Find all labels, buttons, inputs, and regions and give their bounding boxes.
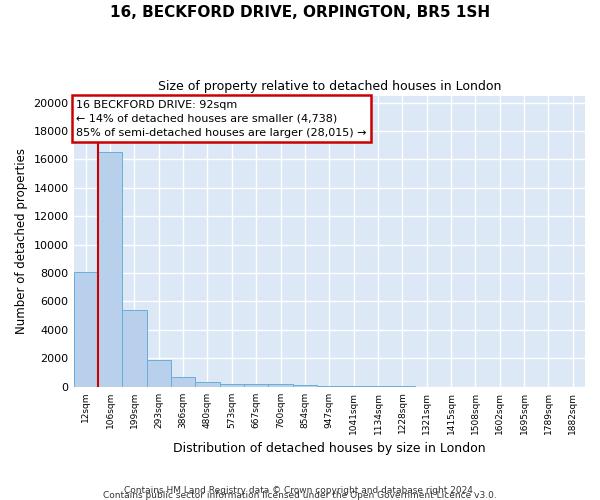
Bar [74,272,98,386]
Bar [220,384,244,386]
X-axis label: Distribution of detached houses by size in London: Distribution of detached houses by size … [173,442,485,455]
Bar [268,384,293,386]
Bar [171,376,196,386]
Bar [293,385,317,386]
Bar [244,384,268,386]
Bar [98,152,122,386]
Text: 16, BECKFORD DRIVE, ORPINGTON, BR5 1SH: 16, BECKFORD DRIVE, ORPINGTON, BR5 1SH [110,5,490,20]
Bar [122,310,146,386]
Bar [146,360,171,386]
Title: Size of property relative to detached houses in London: Size of property relative to detached ho… [158,80,501,93]
Text: 16 BECKFORD DRIVE: 92sqm
← 14% of detached houses are smaller (4,738)
85% of sem: 16 BECKFORD DRIVE: 92sqm ← 14% of detach… [76,100,367,138]
Text: Contains HM Land Registry data © Crown copyright and database right 2024.: Contains HM Land Registry data © Crown c… [124,486,476,495]
Text: Contains public sector information licensed under the Open Government Licence v3: Contains public sector information licen… [103,490,497,500]
Bar [196,382,220,386]
Y-axis label: Number of detached properties: Number of detached properties [15,148,28,334]
